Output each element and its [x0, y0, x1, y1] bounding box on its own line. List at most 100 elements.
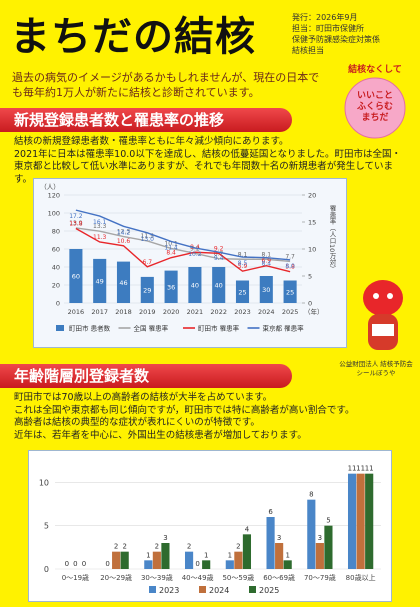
bar: [242, 534, 252, 569]
bar-label: 36: [167, 283, 175, 291]
bar: [315, 543, 324, 569]
line-label: 11.5: [141, 233, 155, 240]
line: [75, 227, 291, 273]
mascot-caption: 公益財団法人 結核予防会 シールぼうや: [336, 360, 416, 378]
bar: [266, 517, 275, 569]
bar: [365, 473, 374, 569]
text-line: これは全国や東京都も同じ傾向ですが，町田市では特に高齢者が高い割合です。: [14, 404, 355, 416]
section-heading: 新規登録患者数と罹患率の推移: [0, 108, 292, 132]
bar-label: 0: [82, 560, 86, 568]
x-tick-label: 2023: [234, 308, 251, 316]
bar-label: 3: [277, 534, 281, 542]
legend-swatch: [249, 586, 256, 593]
line-label: 5.8: [285, 264, 295, 271]
line: [75, 227, 291, 263]
bar: [164, 270, 178, 303]
x-tick-label: 2019: [139, 308, 156, 316]
bar: [347, 473, 357, 569]
bar-label: 30: [262, 286, 270, 294]
caption-line: 公益財団法人 結核予防会: [339, 360, 413, 368]
legend-label: 2025: [259, 586, 279, 595]
mascot-head: [363, 280, 403, 316]
text-line: 高齢者は結核の典型的な症状が表れにくいのが特徴です。: [14, 417, 260, 428]
y-tick-label: 20: [52, 282, 60, 290]
issue-line: 担当：町田市保健所: [292, 24, 364, 33]
bar-label: 11: [348, 465, 357, 473]
bar-label: 25: [286, 288, 294, 296]
mascot-eye: [387, 293, 393, 299]
bar: [235, 280, 250, 303]
line-label: 11.4: [164, 244, 178, 251]
title: まちだの結核: [10, 14, 256, 60]
issue-line: 結核担当: [292, 46, 324, 55]
legend-swatch: [199, 586, 206, 593]
y-tick-label: 60: [52, 246, 60, 254]
text-line: 近年は、若年者を中心に、外国出生の結核患者が増加しております。: [14, 429, 307, 441]
bar-label: 1: [228, 551, 232, 559]
x-tick-label: 2017: [91, 308, 108, 316]
x-tick-label: 80歳以上: [346, 573, 376, 582]
bar-label: 60: [72, 273, 80, 281]
mascot-eye: [373, 293, 379, 299]
intro: 過去の病気のイメージがあるかもしれませんが、現在の日本でも毎年約1万人が新たに結…: [12, 71, 320, 99]
line-label: 13.9: [69, 220, 83, 227]
y-tick-label: 120: [48, 192, 60, 200]
bar-label: 46: [119, 279, 127, 287]
legend-label: 全国 罹患率: [134, 324, 169, 333]
bar: [225, 560, 234, 569]
badge-line: いいこと: [357, 90, 393, 101]
legend-label: 町田市 罹患率: [198, 324, 240, 333]
bar: [161, 543, 170, 569]
line-label: 12.3: [117, 229, 131, 236]
x-tick-label: 70〜79歳: [304, 573, 336, 582]
section-text: 結核の新規登録患者数・罹患率ともに年々減少傾向にあります。 2021年に日本は罹患…: [14, 136, 406, 186]
bar-label: 0: [195, 560, 199, 568]
bar: [324, 525, 333, 569]
y2-tick-label: 5: [308, 273, 312, 281]
bar-label: 2: [114, 543, 118, 551]
badge-line: まちだ: [361, 112, 388, 123]
y2-tick-label: 20: [308, 192, 316, 200]
legend-label: 2023: [159, 586, 179, 595]
y-tick-label: 0: [44, 565, 49, 574]
line-label: 8.1: [262, 251, 272, 258]
bar-label: 4: [245, 525, 250, 533]
bar: [116, 261, 131, 303]
bar-label: 2: [155, 543, 159, 551]
x-tick-label: 20〜29歳: [100, 573, 132, 582]
bar-label: 25: [238, 288, 246, 296]
bar-label: 1: [204, 551, 208, 559]
line-label: 16.1: [93, 219, 107, 226]
x-tick-label: 2018: [115, 308, 132, 316]
bar: [275, 543, 284, 569]
line-label: 10.1: [164, 240, 178, 247]
bar: [69, 249, 83, 303]
issue-line: 保健予防課感染症対策係: [292, 35, 380, 44]
issue-info: 発行：2026年9月 担当：町田市保健所保健予防課感染症対策係 結核担当: [292, 12, 380, 56]
issue-line: 発行：2026年9月: [292, 13, 358, 22]
legend-swatch: [149, 586, 156, 593]
line-label: 8.4: [262, 261, 272, 268]
y-tick-label: 10: [39, 478, 49, 487]
y-tick-label: 100: [48, 210, 60, 218]
bar-label: 0: [105, 560, 109, 568]
line-label: 6.9: [262, 258, 272, 265]
line-label: 9.4: [214, 255, 224, 262]
x-tick-label: 2024: [258, 308, 275, 316]
chart-trend: 0 20 40 60 80 100 120 0 5 10 15 20 （人） 罹患率（人口10万対） （年）…: [33, 178, 347, 348]
bar-label: 2: [236, 543, 240, 551]
bar-label: 40: [191, 282, 199, 290]
y2-tick-label: 0: [308, 300, 312, 308]
y-tick-label: 0: [56, 300, 60, 308]
x-tick-label: 2021: [187, 308, 204, 316]
y-tick-label: 40: [52, 264, 60, 272]
line-label: 10.6: [117, 238, 131, 245]
bar-label: 6: [268, 508, 273, 516]
legend-swatch: [56, 325, 64, 331]
line-label: 8.1: [238, 251, 248, 258]
y2-tick-label: 15: [308, 219, 316, 227]
y2-axis-label: 罹患率（人口10万対）: [328, 205, 336, 272]
